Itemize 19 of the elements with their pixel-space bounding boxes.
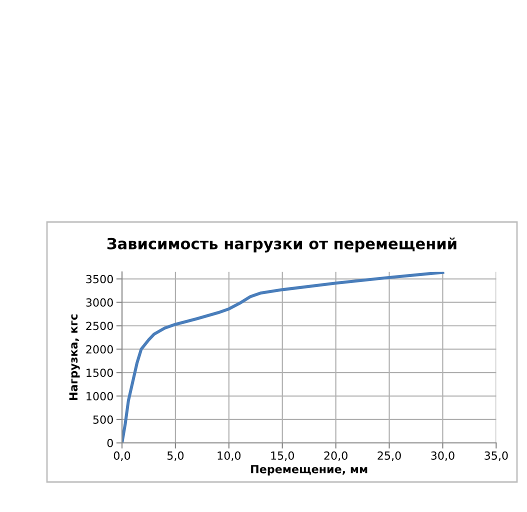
y-axis-title: Нагрузка, кгс <box>69 314 80 400</box>
x-tick-label: 10,0 <box>218 451 241 461</box>
y-tick-label: 1500 <box>86 368 113 377</box>
x-tick-label: 5,0 <box>167 451 184 461</box>
x-tick-label: 25,0 <box>378 451 401 461</box>
x-tick-label: 15,0 <box>271 451 294 461</box>
chart-title: Зависимость нагрузки от перемещений <box>107 238 456 252</box>
y-tick-label: 0 <box>107 438 113 448</box>
y-tick-label: 1000 <box>86 392 113 400</box>
x-axis-title: Перемещение, мм <box>251 465 368 476</box>
y-tick-label: 3000 <box>86 298 113 307</box>
x-tick-label: 30,0 <box>431 451 454 461</box>
x-tick-label: 0,0 <box>114 451 130 461</box>
x-tick-label: 35,0 <box>484 451 508 461</box>
y-tick-label: 500 <box>93 415 113 424</box>
x-tick-label: 20,0 <box>324 451 348 461</box>
y-tick-label: 3500 <box>86 274 113 284</box>
y-tick-label: 2000 <box>86 345 113 354</box>
y-tick-label: 2500 <box>86 322 113 330</box>
